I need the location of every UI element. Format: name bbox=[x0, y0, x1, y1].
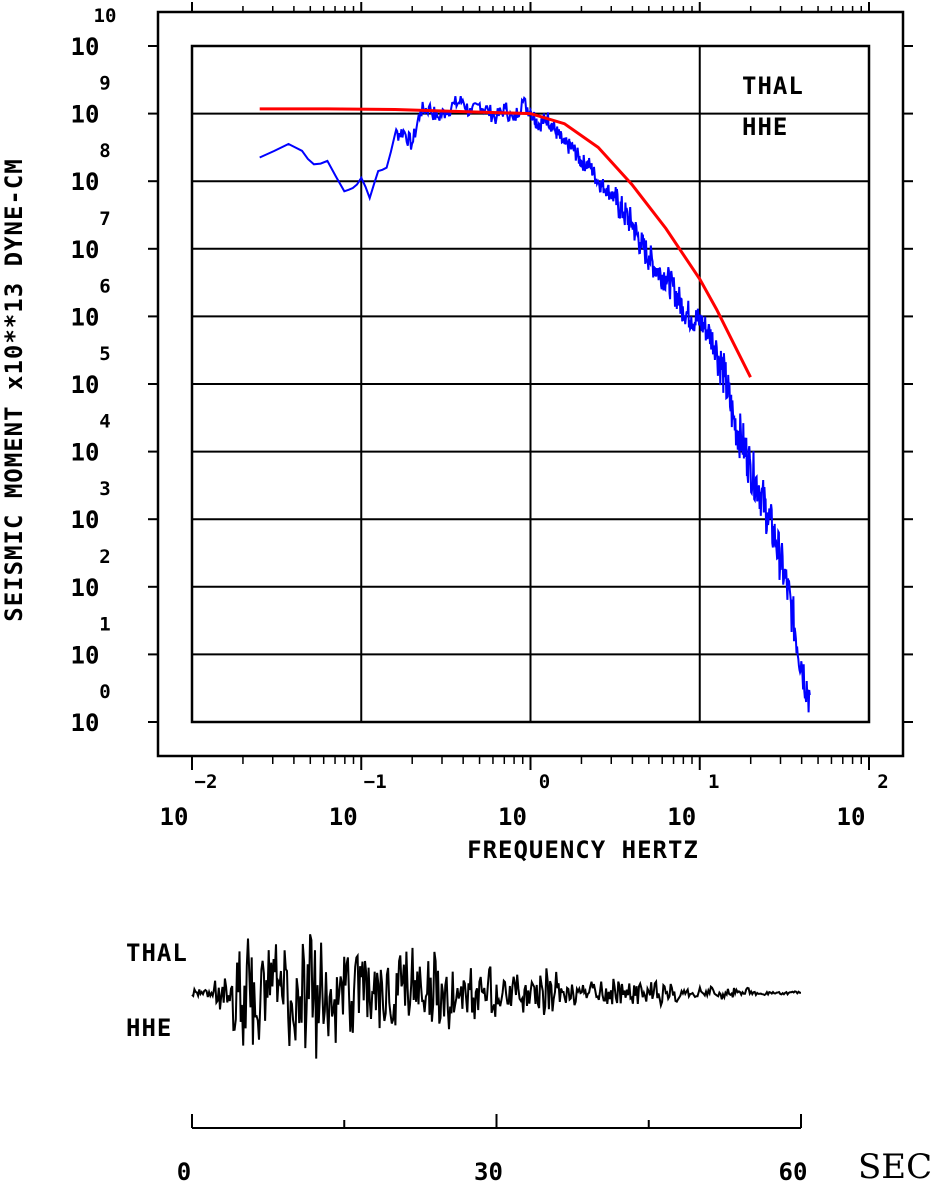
y-tick-exponent: 9 bbox=[99, 73, 110, 95]
y-tick-exponent: 10 bbox=[94, 5, 117, 27]
y-tick-base: 10 bbox=[71, 236, 100, 264]
x-tick-base: 10 bbox=[498, 803, 527, 831]
spectrum-line bbox=[259, 95, 811, 713]
time-tick-label: 60 bbox=[779, 1158, 808, 1184]
y-tick-exponent: 6 bbox=[99, 275, 110, 297]
annotation-station: THAL bbox=[742, 72, 804, 100]
x-tick-base: 10 bbox=[667, 803, 696, 831]
time-tick-label: 0 bbox=[177, 1158, 191, 1184]
y-tick-base: 10 bbox=[71, 641, 100, 669]
x-axis-label: FREQUENCY HERTZ bbox=[467, 836, 699, 864]
y-tick-exponent: 8 bbox=[99, 140, 110, 162]
waveform-trace bbox=[191, 934, 801, 1059]
y-tick-base: 10 bbox=[71, 574, 100, 602]
y-tick-exponent: 7 bbox=[99, 208, 110, 230]
waveform-station-label: THAL bbox=[126, 939, 188, 967]
y-tick-base: 10 bbox=[71, 371, 100, 399]
x-tick-base: 10 bbox=[837, 803, 866, 831]
x-tick-exponent: 2 bbox=[877, 771, 888, 793]
waveform-channel-label: HHE bbox=[126, 1014, 172, 1042]
x-tick-exponent: 0 bbox=[539, 771, 550, 793]
y-tick-exponent: 0 bbox=[99, 681, 110, 703]
x-tick-labels: −2 10 −1 10 0 10 1 10 2 10 bbox=[160, 771, 889, 831]
annotation-channel: HHE bbox=[742, 113, 788, 141]
waveform-chart: THAL HHE 0 30 60 SEC bbox=[126, 934, 932, 1184]
time-tick-label: 30 bbox=[474, 1158, 503, 1184]
model-fit-line bbox=[259, 107, 752, 378]
y-tick-base: 10 bbox=[71, 439, 100, 467]
y-tick-base: 10 bbox=[71, 303, 100, 331]
x-tick-exponent: −1 bbox=[364, 771, 387, 793]
y-tick-labels: 10 0 10 1 10 2 10 3 10 4 10 5 10 6 10 7 10 8 10 9 10 10 bbox=[71, 5, 117, 737]
x-tick-base: 10 bbox=[329, 803, 358, 831]
time-axis-labels: 0 30 60 bbox=[177, 1158, 808, 1184]
y-tick-base: 10 bbox=[71, 101, 100, 129]
y-axis-label: SEISMIC MOMENT x10**13 DYNE-CM bbox=[0, 158, 28, 621]
y-tick-exponent: 5 bbox=[99, 343, 110, 365]
time-axis-ticks bbox=[191, 1114, 802, 1128]
y-tick-base: 10 bbox=[71, 506, 100, 534]
time-unit-label: SEC bbox=[858, 1147, 932, 1184]
y-tick-exponent: 4 bbox=[99, 411, 110, 433]
y-tick-exponent: 2 bbox=[99, 546, 110, 568]
x-tick-exponent: −2 bbox=[195, 771, 218, 793]
x-tick-base: 10 bbox=[160, 803, 189, 831]
y-tick-base: 10 bbox=[71, 168, 100, 196]
grid-lines bbox=[192, 46, 869, 722]
y-tick-base: 10 bbox=[71, 709, 100, 737]
x-tick-exponent: 1 bbox=[708, 771, 719, 793]
y-tick-exponent: 1 bbox=[99, 613, 110, 635]
y-tick-exponent: 3 bbox=[99, 478, 110, 500]
axis-ticks bbox=[148, 2, 913, 770]
spectrum-series bbox=[259, 95, 811, 713]
y-tick-base: 10 bbox=[71, 33, 100, 61]
